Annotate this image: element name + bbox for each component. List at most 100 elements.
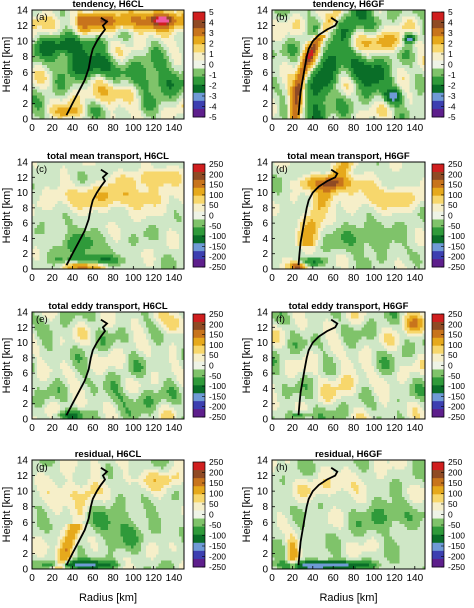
field-cell <box>340 37 344 41</box>
field-cell <box>302 22 306 26</box>
field-cell <box>386 28 390 32</box>
field-cell <box>412 40 416 44</box>
field-cell <box>42 218 46 223</box>
field-cell <box>371 25 375 29</box>
field-cell <box>310 43 314 47</box>
field-cell <box>181 25 185 29</box>
field-cell <box>345 61 350 66</box>
field-cell <box>72 55 76 60</box>
field-cell <box>305 40 309 44</box>
field-cell <box>138 76 142 81</box>
field-cell <box>95 100 99 105</box>
field-cell <box>42 10 46 14</box>
field-cell <box>343 37 347 41</box>
field-cell <box>100 88 104 93</box>
field-cell <box>335 25 339 29</box>
field-cell <box>317 115 322 120</box>
field-cell <box>62 70 66 75</box>
field-cell <box>85 67 89 72</box>
field-cell <box>37 257 41 261</box>
field-cell <box>412 97 416 102</box>
field-cell <box>128 70 132 75</box>
field-cell <box>402 55 406 60</box>
field-cell <box>302 34 306 38</box>
field-cell <box>282 79 286 84</box>
field-cell <box>317 28 322 32</box>
field-cell <box>143 43 147 47</box>
field-cell <box>289 91 293 96</box>
field-cell <box>282 55 286 60</box>
field-cell <box>39 109 43 114</box>
field-cell <box>348 61 352 66</box>
field-cell <box>351 67 355 72</box>
field-cell <box>52 67 56 72</box>
field-cell <box>356 112 360 117</box>
field-cell <box>340 22 344 26</box>
field-cell <box>391 19 395 23</box>
field-cell <box>67 91 71 96</box>
field-cell <box>125 19 129 23</box>
field-cell <box>414 34 418 38</box>
field-cell <box>374 25 378 29</box>
field-cell <box>108 112 112 117</box>
field-cell <box>125 88 129 93</box>
field-cell <box>62 10 66 14</box>
field-cell <box>366 85 370 90</box>
field-cell <box>123 34 127 38</box>
field-cell <box>37 103 41 108</box>
field-cell <box>317 16 322 20</box>
field-cell <box>72 10 76 14</box>
field-cell <box>39 58 43 63</box>
field-cell <box>358 31 362 35</box>
field-cell <box>32 19 36 23</box>
field-cell <box>394 55 398 60</box>
field-cell <box>389 58 393 63</box>
field-cell <box>353 106 357 111</box>
field-cell <box>328 31 332 35</box>
field-cell <box>80 115 84 120</box>
field-cell <box>80 31 84 35</box>
field-cell <box>317 100 322 105</box>
field-cell <box>300 100 304 105</box>
field-cell <box>340 100 344 105</box>
field-cell <box>277 85 281 90</box>
field-cell <box>353 76 357 81</box>
field-cell <box>75 10 79 14</box>
field-cell <box>272 34 276 38</box>
field-cell <box>153 55 157 60</box>
field-cell <box>87 79 91 84</box>
field-cell <box>163 106 167 111</box>
field-cell <box>335 34 339 38</box>
field-cell <box>384 52 388 57</box>
field-cell <box>47 230 51 234</box>
field-cell <box>54 28 58 32</box>
field-cell <box>176 76 180 81</box>
field-cell <box>138 25 142 29</box>
field-cell <box>161 64 165 69</box>
field-cell <box>381 37 385 41</box>
field-cell <box>374 82 378 87</box>
field-cell <box>32 197 36 202</box>
field-cell <box>305 115 309 120</box>
field-cell <box>181 49 185 53</box>
field-cell <box>32 115 36 120</box>
field-cell <box>317 91 322 96</box>
field-cell <box>330 112 334 117</box>
field-cell <box>163 64 167 69</box>
field-cell <box>292 34 296 38</box>
field-cell <box>82 43 86 47</box>
field-cell <box>384 13 388 17</box>
field-cell <box>42 200 46 205</box>
field-cell <box>363 112 367 117</box>
field-cell <box>368 91 373 96</box>
field-cell <box>105 61 109 66</box>
field-cell <box>335 16 339 20</box>
field-cell <box>125 52 129 57</box>
field-cell <box>407 97 411 102</box>
field-cell <box>272 88 276 93</box>
field-cell <box>64 100 69 105</box>
field-cell <box>102 115 107 120</box>
field-cell <box>376 103 380 108</box>
field-cell <box>284 61 288 66</box>
field-cell <box>287 103 291 108</box>
